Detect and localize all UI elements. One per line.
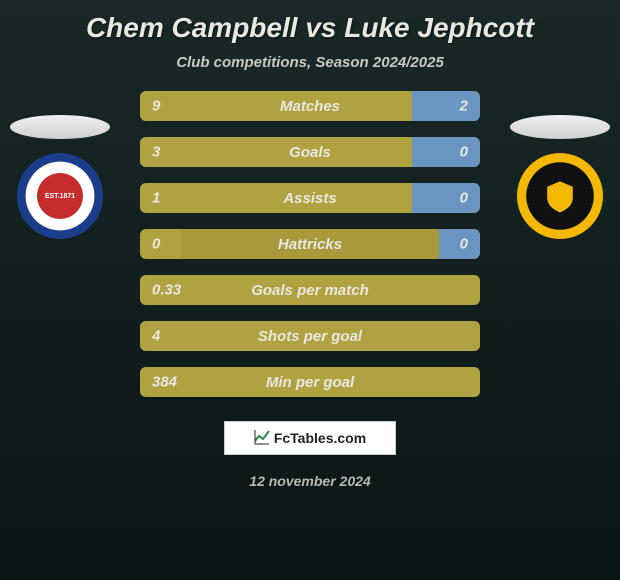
stat-row: 3 0 Goals xyxy=(140,137,480,167)
comparison-subtitle: Club competitions, Season 2024/2025 xyxy=(0,54,620,71)
stat-label: Min per goal xyxy=(266,374,354,391)
stat-left-segment xyxy=(140,137,412,167)
stat-label: Hattricks xyxy=(278,236,342,253)
stat-row: 0.33 Goals per match xyxy=(140,275,480,305)
comparison-date: 12 november 2024 xyxy=(0,473,620,489)
stat-label: Shots per goal xyxy=(258,328,362,345)
stat-right-segment xyxy=(412,183,480,213)
stat-left-value: 3 xyxy=(152,144,160,161)
stat-row: 9 2 Matches xyxy=(140,91,480,121)
comparison-title: Chem Campbell vs Luke Jephcott xyxy=(0,0,620,44)
stat-right-segment xyxy=(412,137,480,167)
stat-left-segment xyxy=(140,229,181,259)
stat-left-segment xyxy=(140,183,412,213)
stat-left-value: 0 xyxy=(152,236,160,253)
stat-row: 1 0 Assists xyxy=(140,183,480,213)
stat-left-value: 4 xyxy=(152,328,160,345)
stats-area: 9 2 Matches 3 0 Goals 1 0 Assists 0 0 Hattricks 0.33… xyxy=(0,91,620,397)
stat-row: 4 Shots per goal xyxy=(140,321,480,351)
stat-left-segment xyxy=(140,91,412,121)
stat-left-value: 9 xyxy=(152,98,160,115)
stat-row: 384 Min per goal xyxy=(140,367,480,397)
stat-row: 0 0 Hattricks xyxy=(140,229,480,259)
stat-left-value: 0.33 xyxy=(152,282,181,299)
stat-left-value: 384 xyxy=(152,374,177,391)
stat-right-segment xyxy=(412,91,480,121)
footer-brand-box[interactable]: FcTables.com xyxy=(224,421,396,455)
stats-column: 9 2 Matches 3 0 Goals 1 0 Assists 0 0 Hattricks 0.33… xyxy=(140,91,480,397)
stat-label: Assists xyxy=(283,190,336,207)
stat-right-value: 0 xyxy=(460,236,468,253)
chart-icon xyxy=(254,429,270,448)
stat-right-value: 2 xyxy=(460,98,468,115)
stat-right-value: 0 xyxy=(460,144,468,161)
stat-right-value: 0 xyxy=(460,190,468,207)
stat-label: Matches xyxy=(280,98,340,115)
stat-left-value: 1 xyxy=(152,190,160,207)
stat-label: Goals per match xyxy=(251,282,369,299)
footer-brand-text: FcTables.com xyxy=(274,430,366,446)
stat-label: Goals xyxy=(289,144,331,161)
